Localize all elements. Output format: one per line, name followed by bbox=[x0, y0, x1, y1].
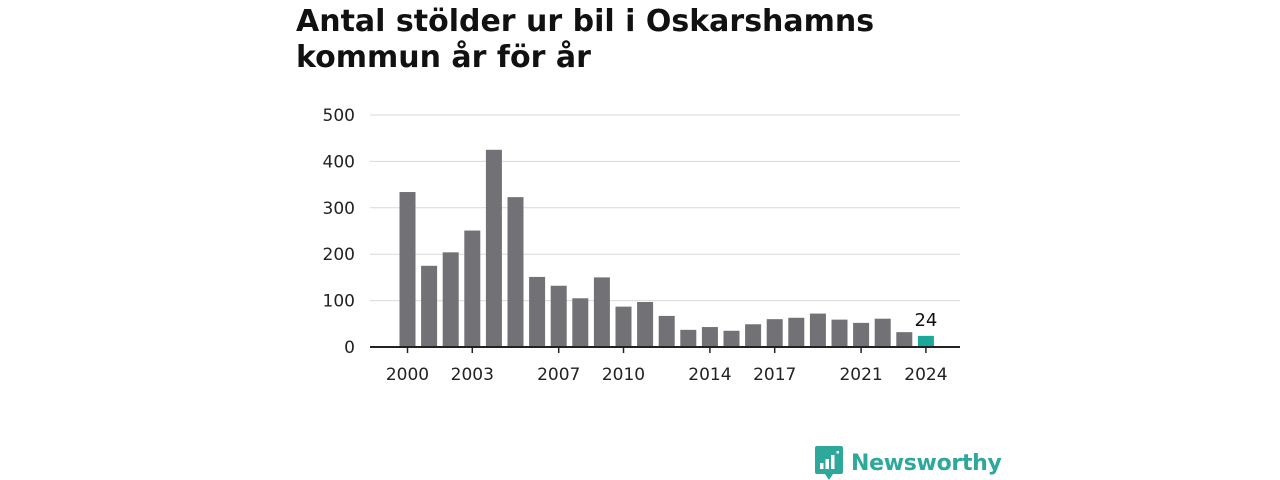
bar-2011 bbox=[637, 301, 654, 347]
newsworthy-logo-icon bbox=[815, 446, 843, 480]
bar-2003 bbox=[464, 230, 481, 347]
brand-name: Newsworthy bbox=[851, 450, 1002, 476]
bar-2017 bbox=[766, 319, 783, 347]
y-tick-label: 500 bbox=[323, 106, 355, 126]
bar-2000 bbox=[399, 192, 416, 347]
bar-2005 bbox=[507, 197, 524, 347]
bar-2015 bbox=[723, 330, 740, 347]
x-tick-label: 2014 bbox=[688, 365, 731, 385]
y-tick-label: 400 bbox=[323, 152, 355, 172]
bar-2012 bbox=[658, 315, 675, 347]
y-tick-label: 0 bbox=[344, 338, 355, 358]
bar-2006 bbox=[529, 276, 546, 347]
x-tick-label: 2007 bbox=[537, 365, 580, 385]
x-tick-label: 2024 bbox=[904, 365, 947, 385]
bar-2023 bbox=[896, 332, 913, 347]
bar-2010 bbox=[615, 306, 632, 347]
x-tick-label: 2003 bbox=[451, 365, 494, 385]
bar-2022 bbox=[874, 318, 891, 347]
x-tick-label: 2021 bbox=[839, 365, 882, 385]
y-tick-label: 200 bbox=[323, 245, 355, 265]
brand-logo: Newsworthy bbox=[815, 446, 1002, 480]
bar-2018 bbox=[788, 317, 805, 347]
bar-2020 bbox=[831, 319, 848, 347]
chart-title: Antal stölder ur bil i Oskarshamns kommu… bbox=[296, 4, 875, 75]
data-label-2024: 24 bbox=[914, 310, 937, 331]
x-axis-ticks: 2000 2003 2007 2010 2014 2017 2021 2024 bbox=[386, 347, 948, 385]
bar-2008 bbox=[572, 298, 589, 347]
data-labels: 24 bbox=[914, 310, 937, 331]
bar-2007 bbox=[550, 285, 567, 347]
x-tick-label: 2000 bbox=[386, 365, 429, 385]
bar-2001 bbox=[421, 265, 438, 347]
y-tick-label: 100 bbox=[323, 292, 355, 312]
bar-2004 bbox=[485, 149, 502, 347]
bar-2024 bbox=[917, 335, 934, 347]
x-tick-label: 2010 bbox=[602, 365, 645, 385]
x-tick-label: 2017 bbox=[753, 365, 796, 385]
bar-2021 bbox=[853, 322, 870, 347]
y-tick-label: 300 bbox=[323, 199, 355, 219]
y-axis-ticks: 0 100 200 300 400 500 bbox=[323, 106, 355, 358]
bar-2002 bbox=[442, 252, 459, 347]
bar-2014 bbox=[701, 327, 718, 347]
bar-2009 bbox=[593, 277, 610, 347]
bar-2013 bbox=[680, 329, 697, 347]
bars bbox=[399, 149, 934, 347]
bar-2016 bbox=[745, 324, 762, 347]
bar-2019 bbox=[809, 313, 826, 347]
